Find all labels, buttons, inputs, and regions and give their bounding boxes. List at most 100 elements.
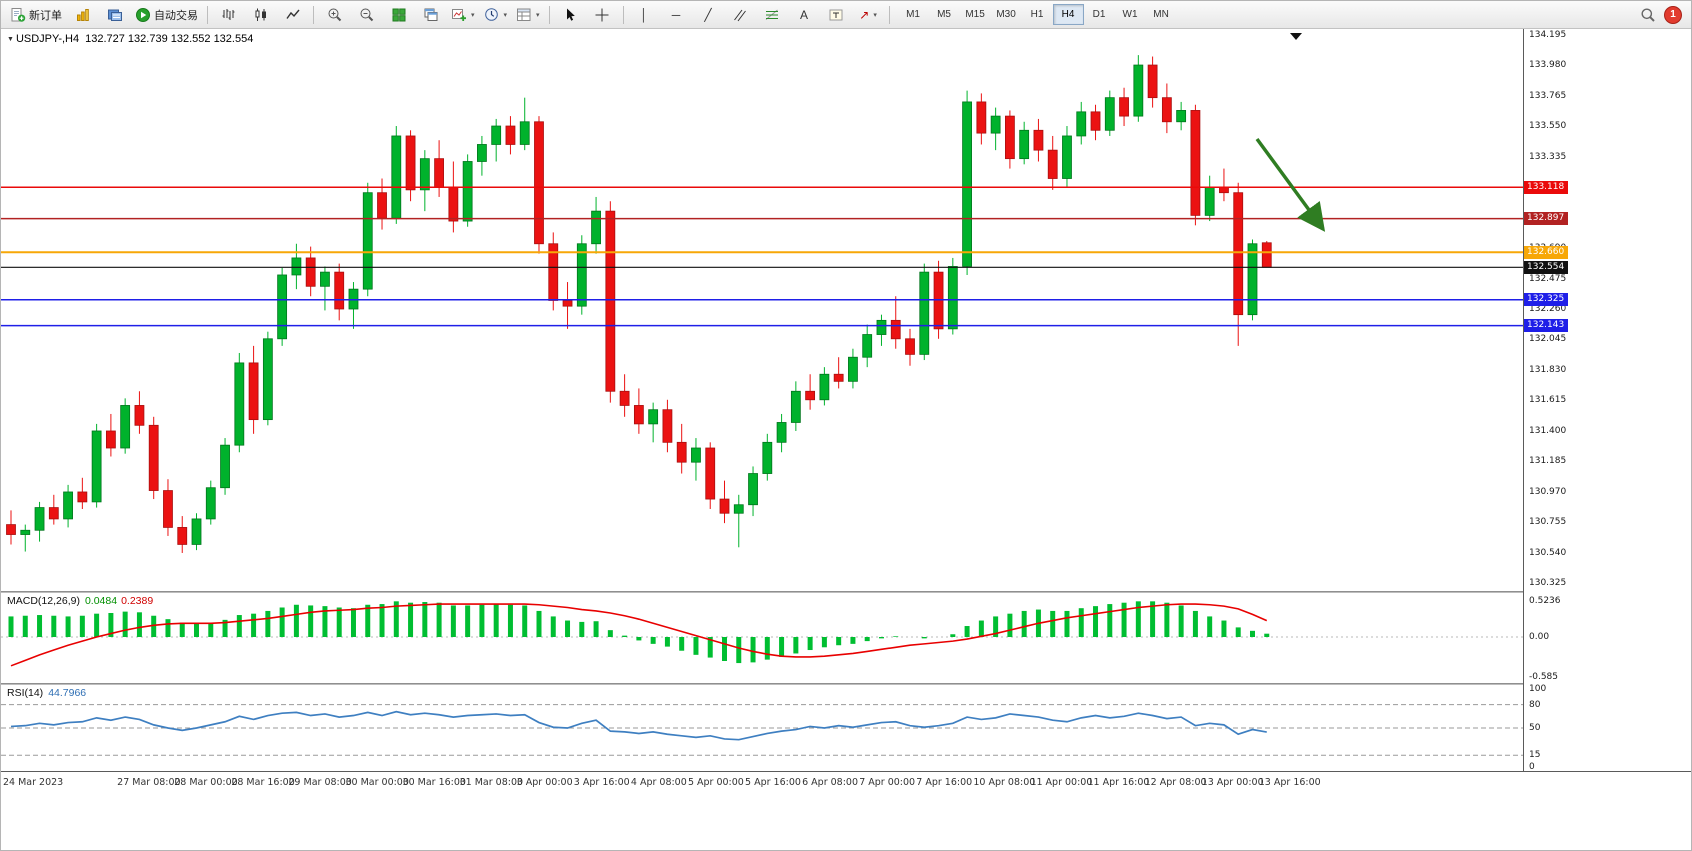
timeframe-w1-button[interactable]: W1 [1122,9,1138,20]
chart-wizard-button[interactable] [67,3,98,27]
periods-button[interactable]: ▾ [480,3,512,27]
bar-chart-button[interactable] [213,3,244,27]
panel-separator[interactable] [1,591,1691,593]
candlestick-chart-button[interactable] [245,3,276,27]
text-label-button[interactable] [821,3,852,27]
chart-title: ▼ USDJPY-,H4 132.727 132.739 132.552 132.5… [7,33,253,45]
text-button[interactable]: A [789,3,820,27]
timeframe-m30-button[interactable]: M30 [996,9,1016,20]
zoom-in-button[interactable] [319,3,350,27]
time-label: 29 Mar 08:00 [288,777,352,788]
new-order-icon [11,7,26,22]
arrow-annotation[interactable] [1255,137,1326,232]
cursor-icon [567,8,575,21]
chevron-down-icon: ▾ [536,11,540,19]
macd-label: MACD(12,26,9) 0.0484 0.2389 [7,595,153,607]
profiles-icon [107,9,122,21]
zoom-out-button[interactable] [351,3,382,27]
price-line-label: 132.660 [1524,245,1569,259]
horizontal-line-icon: ─ [671,7,681,22]
rsi-value: 44.7966 [48,687,87,699]
price-tick: 133.335 [1529,151,1567,162]
time-axis[interactable]: 24 Mar 2023 27 Mar 08:00 28 Mar 00:00 28 Ma… [1,771,1691,794]
macd-signal-value: 0.2389 [121,595,154,607]
cascade-windows-icon [424,8,437,21]
timeframe-h4-button[interactable]: H4 [1052,4,1084,25]
chart-window: ▼ USDJPY-,H4 132.727 132.739 132.552 132.5… [1,29,1691,850]
vertical-line-icon: │ [640,7,648,22]
line-chart-icon [285,9,300,19]
auto-trading-button[interactable]: 自动交易 [131,3,202,27]
main-chart[interactable] [1,29,1523,591]
macd-tick: 0.5236 [1529,596,1561,607]
price-line-label: 133.118 [1524,180,1569,194]
time-label: 10 Apr 08:00 [973,777,1036,788]
panel-separator[interactable] [1,683,1691,685]
shift-marker-icon[interactable] [1290,33,1302,40]
macd-panel: MACD(12,26,9) 0.0484 0.2389 [1,593,1523,683]
price-tick: 133.980 [1529,60,1567,71]
search-icon[interactable] [1640,7,1656,23]
price-tick: 131.615 [1529,395,1567,406]
time-label: 13 Apr 16:00 [1258,777,1321,788]
candlestick-chart-icon [255,8,266,21]
horizontal-line-button[interactable]: ─ [661,3,692,27]
indicators-button[interactable]: ▾ [447,3,479,27]
timeframe-h1-button[interactable]: H1 [1030,9,1044,20]
cascade-windows-button[interactable] [415,3,446,27]
price-axis[interactable]: 134.195 133.980 133.765 133.550 133.335 133.1… [1523,29,1691,772]
timeframe-m1-button[interactable]: M1 [906,9,920,20]
macd-signal-line [10,603,1268,667]
timeframe-m5-button[interactable]: M5 [937,9,951,20]
macd-name: MACD(12,26,9) [7,595,80,607]
timeframe-mn-button[interactable]: MN [1153,9,1169,20]
toolbar-right: 1 [1640,5,1686,24]
cursor-button[interactable] [555,3,586,27]
rsi-chart [1,704,1523,756]
time-label: 11 Apr 16:00 [1087,777,1150,788]
time-label: 30 Mar 00:00 [345,777,409,788]
fibonacci-button[interactable] [757,3,788,27]
trendline-button[interactable]: ╱ [693,3,724,27]
new-order-button[interactable]: 新订单 [6,3,66,27]
rsi-line [10,710,1267,741]
tile-windows-button[interactable] [383,3,414,27]
line-chart-button[interactable] [277,3,308,27]
time-label: 3 Apr 00:00 [516,777,573,788]
profiles-button[interactable] [99,3,130,27]
crosshair-button[interactable] [587,3,618,27]
time-label: 4 Apr 08:00 [630,777,687,788]
auto-trading-label: 自动交易 [154,9,198,22]
time-label: 24 Mar 2023 [3,777,64,788]
clock-icon [484,7,498,21]
candlesticks [6,55,1272,553]
fibonacci-icon [765,9,779,20]
rsi-tick: 80 [1529,699,1541,710]
timeframe-m15-button[interactable]: M15 [965,9,985,20]
price-line-label: 132.325 [1524,293,1569,307]
channel-button[interactable] [725,3,756,27]
text-label-icon [829,9,843,20]
rsi-tick: 0 [1529,762,1535,772]
zoom-in-icon [328,8,341,21]
vertical-line-button[interactable]: │ [629,3,660,27]
symbol-marker-icon: ▼ [7,36,14,43]
toolbar-separator [313,5,314,24]
templates-button[interactable]: ▾ [512,3,544,27]
timeframe-d1-button[interactable]: D1 [1092,9,1106,20]
chevron-down-icon: ▾ [471,11,475,19]
rsi-label: RSI(14) 44.7966 [7,687,86,699]
macd-histogram [8,601,1270,664]
arrows-button[interactable]: ↗ ▾ [853,3,884,27]
notification-badge[interactable]: 1 [1664,5,1682,24]
time-label: 7 Apr 16:00 [916,777,973,788]
time-label: 13 Apr 00:00 [1201,777,1264,788]
chevron-down-icon: ▾ [873,11,877,19]
chart-wizard-icon [76,8,89,21]
chart-ohlc-values: 132.727 132.739 132.552 132.554 [85,33,254,45]
price-tick: 130.970 [1529,486,1567,497]
time-label: 11 Apr 00:00 [1030,777,1093,788]
macd-main-value: 0.0484 [84,595,118,607]
price-tick: 130.540 [1529,547,1567,558]
